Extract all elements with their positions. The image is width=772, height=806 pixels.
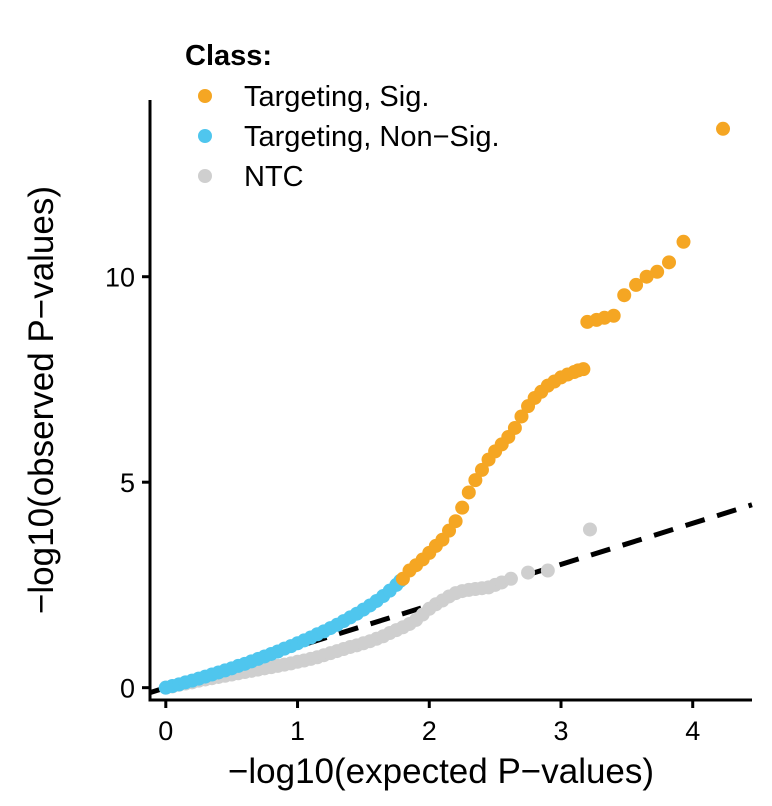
point-targeting-sig [461,485,476,500]
legend-entries: Targeting, Sig. Targeting, Non−Sig. NTC [198,81,500,193]
point-targeting-sig [606,308,621,323]
point-ntc [503,571,518,586]
legend-title: Class: [185,40,272,72]
point-targeting-sig [716,121,731,136]
x-tick-label: 1 [290,716,305,746]
x-axis-ticks: 0 1 2 3 4 [158,700,700,746]
legend-key [198,129,212,143]
point-targeting-sig [474,462,489,477]
legend-label: Targeting, Non−Sig. [244,121,500,153]
point-targeting-sig [629,277,644,292]
point-targeting-sig [650,264,665,279]
y-tick-label: 0 [120,674,135,704]
point-targeting-sig [455,500,470,515]
legend-key [198,169,212,183]
legend: Class: Targeting, Sig. Targeting, Non−Sig… [185,40,500,193]
legend-label: Targeting, Sig. [244,81,429,113]
point-targeting-sig [448,514,463,529]
point-targeting-sig [639,269,654,284]
point-targeting-sig [676,234,691,249]
x-tick-label: 4 [685,716,700,746]
x-tick-label: 0 [158,716,173,746]
point-ntc [582,522,597,537]
y-axis-title: −log10(observed P−values) [22,186,61,614]
point-targeting-sig [507,420,522,435]
legend-key [198,89,212,103]
x-tick-label: 2 [422,716,437,746]
point-targeting-sig [662,255,677,270]
point-ntc [540,563,555,578]
point-targeting-sig [617,288,632,303]
y-tick-label: 10 [105,263,135,293]
point-targeting-sig [468,473,483,488]
x-axis-title: −log10(expected P−values) [228,752,654,791]
point-ntc [521,565,536,580]
x-tick-label: 3 [553,716,568,746]
y-axis-ticks: 0 5 10 [105,263,150,704]
point-targeting-sig [514,409,529,424]
y-tick-label: 5 [120,468,135,498]
data-points [158,121,731,695]
legend-label: NTC [244,161,304,193]
point-targeting-sig [576,362,591,377]
